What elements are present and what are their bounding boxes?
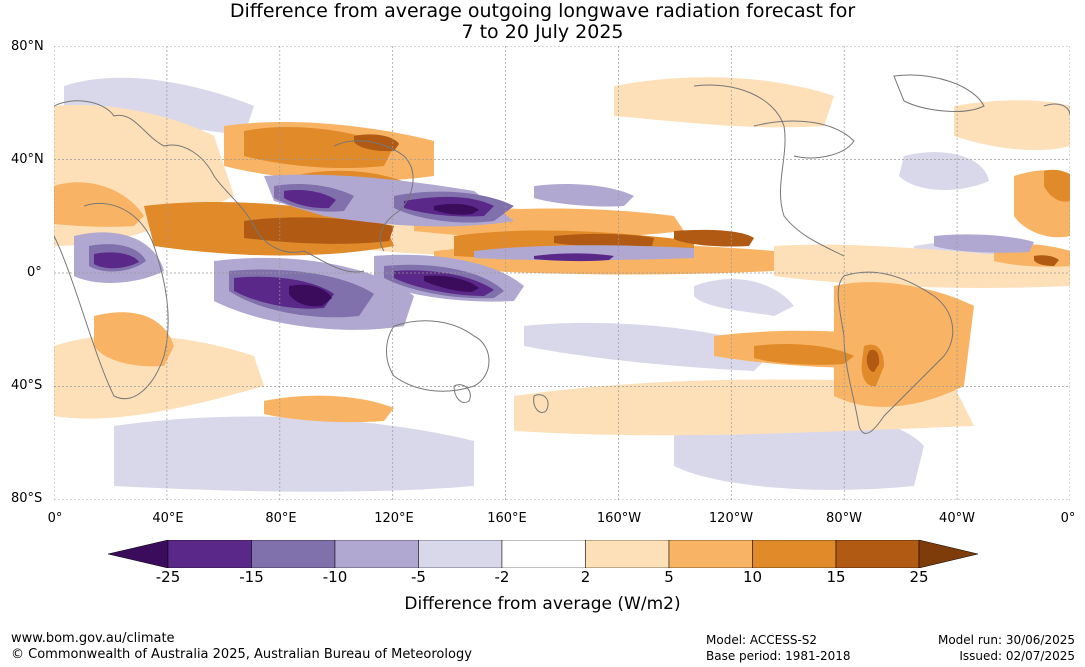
lon-label-80e: 80°E — [265, 511, 297, 526]
colorbar-segment-6 — [585, 540, 670, 568]
colorbar-label: Difference from average (W/m2) — [404, 594, 681, 614]
colorbar-segment-3 — [334, 540, 419, 568]
colorbar-low-arrow — [108, 540, 169, 568]
colorbar-segment-4 — [418, 540, 503, 568]
lat-label-40n: 40°N — [11, 152, 44, 167]
colorbar-segment-7 — [668, 540, 753, 568]
lat-label-40s: 40°S — [11, 378, 43, 393]
colorbar-tick: -25 — [155, 568, 181, 586]
anomaly-darkest-purple — [289, 203, 479, 307]
footer-url: www.bom.gov.au/climate — [11, 631, 175, 646]
footer-base-period: Base period: 1981-2018 — [706, 649, 851, 663]
footer-model-run: Model run: 30/06/2025 — [937, 633, 1075, 647]
lon-label-40w: 40°W — [939, 511, 975, 526]
lon-label-160e: 160°E — [487, 511, 527, 526]
lat-label-80s: 80°S — [11, 491, 43, 506]
colorbar-tick: -2 — [494, 568, 510, 586]
colorbar — [108, 540, 978, 568]
footer-issued: Issued: 02/07/2025 — [959, 649, 1075, 663]
lon-label-80w: 80°W — [826, 511, 862, 526]
colorbar-tick: -10 — [322, 568, 348, 586]
map-title-line1: Difference from average outgoing longwav… — [229, 0, 856, 22]
colorbar-tick: -15 — [239, 568, 264, 586]
colorbar-segment-1 — [167, 540, 252, 568]
lat-label-equator: 0° — [27, 265, 42, 280]
colorbar-high-arrow — [918, 540, 978, 568]
anomaly-brown — [244, 134, 1059, 372]
lon-label-0: 0° — [47, 511, 63, 526]
colorbar-segment-2 — [251, 540, 336, 568]
lon-label-0-right: 0° — [1060, 511, 1076, 526]
lon-label-120e: 120°E — [374, 511, 414, 526]
lat-label-80n: 80°N — [11, 39, 44, 54]
olr-anomaly-map — [54, 46, 1070, 500]
graticule — [54, 46, 1070, 500]
colorbar-tick: 2 — [580, 568, 591, 586]
colorbar-segment-5 — [501, 540, 586, 568]
coastlines — [54, 74, 1070, 434]
colorbar-tick: 15 — [826, 568, 846, 586]
footer-copyright: © Commonwealth of Australia 2025, Austra… — [11, 647, 472, 662]
colorbar-tick: 5 — [664, 568, 674, 586]
footer-model: Model: ACCESS-S2 — [706, 633, 818, 647]
anomaly-light-purple — [64, 77, 1064, 492]
lon-label-120w: 120°W — [708, 511, 754, 526]
lon-label-160w: 160°W — [596, 511, 642, 526]
colorbar-segment-8 — [752, 540, 837, 568]
colorbar-tick: 25 — [909, 568, 929, 586]
colorbar-tick: -5 — [411, 568, 426, 586]
lon-label-40e: 40°E — [152, 511, 184, 526]
map-title-line2: 7 to 20 July 2025 — [461, 21, 624, 43]
colorbar-tick: 10 — [742, 568, 763, 586]
colorbar-segment-9 — [835, 540, 920, 568]
